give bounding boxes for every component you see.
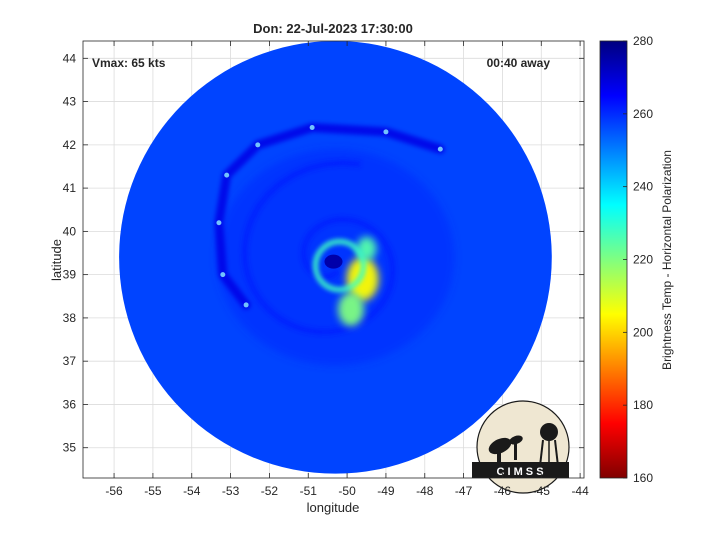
y-tick-label: 43 — [63, 95, 77, 109]
rainband — [214, 123, 445, 310]
colorbar-tick-label: 220 — [633, 253, 653, 267]
vmax-annotation: Vmax: 65 kts — [92, 56, 166, 70]
plot-area: C I M S S -56 -55 -54 -53 -52 -51 -50 -49 -48 -47… — [63, 40, 589, 498]
x-tick-label: -44 — [571, 484, 589, 498]
brightness-temp-swath — [119, 41, 552, 474]
y-tick-label: 36 — [63, 397, 77, 411]
x-tick-label: -48 — [416, 484, 434, 498]
small-dish-icon — [509, 435, 523, 445]
y-tick-label: 37 — [63, 354, 77, 368]
colorbar: 160 180 200 220 240 260 280 Brightness Temp - … — [599, 34, 674, 485]
rainband-point — [243, 302, 249, 308]
y-tick-label: 35 — [63, 441, 77, 455]
storm-eye — [324, 254, 343, 269]
rainband-point — [216, 220, 222, 226]
dish-mount — [497, 448, 501, 462]
eyewall-ring — [312, 238, 367, 293]
rainband-point — [437, 146, 443, 152]
y-tick-label: 39 — [63, 268, 77, 282]
x-tick-label: -49 — [377, 484, 395, 498]
small-dish-mount — [514, 442, 517, 460]
y-axis-label: latitude — [49, 239, 64, 281]
colorbar-tick-label: 280 — [633, 34, 653, 48]
plot-frame — [82, 40, 585, 479]
colorbar-tick-label: 260 — [633, 107, 653, 121]
y-tick-label: 42 — [63, 138, 77, 152]
chart-title: Don: 22-Jul-2023 17:30:00 — [253, 21, 413, 36]
colorbar-ticks: 160 180 200 220 240 260 280 — [623, 34, 653, 485]
rainband-point — [220, 272, 226, 278]
warm-core-blob — [337, 292, 364, 327]
rainband-point — [383, 129, 389, 135]
rainband-point — [224, 172, 230, 178]
tower-leg-right — [554, 439, 559, 467]
y-tick-label: 40 — [63, 224, 77, 238]
time-away-annotation: 00:40 away — [487, 56, 551, 70]
x-tick-label: -47 — [455, 484, 473, 498]
x-tick-label: -51 — [300, 484, 318, 498]
x-tick-label: -53 — [222, 484, 240, 498]
y-tick-label: 41 — [63, 181, 77, 195]
colorbar-tick-label: 160 — [633, 471, 653, 485]
tower-leg-left — [539, 439, 544, 467]
logo-text: C I M S S — [496, 466, 543, 478]
x-tick-label: -46 — [494, 484, 512, 498]
colorbar-label: Brightness Temp - Horizontal Polarizatio… — [660, 150, 674, 370]
colorbar-tick-label: 180 — [633, 398, 653, 412]
x-tick-label: -55 — [144, 484, 162, 498]
x-tick-label: -45 — [533, 484, 551, 498]
rainband-point — [309, 125, 315, 131]
x-axis-label: longitude — [307, 500, 360, 515]
colorbar-tick-label: 240 — [633, 180, 653, 194]
colorbar-gradient — [599, 40, 628, 479]
x-tick-label: -52 — [261, 484, 279, 498]
x-ticks: -56 -55 -54 -53 -52 -51 -50 -49 -48 -47 -46 -45 -44 — [105, 41, 589, 498]
water-tower-tank-icon — [540, 423, 558, 441]
colorbar-tick-label: 200 — [633, 325, 653, 339]
x-tick-label: -50 — [338, 484, 356, 498]
eyewall-spiral — [241, 159, 396, 335]
satellite-dish-icon — [488, 437, 512, 455]
logo-banner — [472, 462, 569, 478]
x-tick-label: -54 — [183, 484, 201, 498]
rainband-point — [255, 142, 261, 148]
cimss-logo: C I M S S — [472, 400, 570, 494]
y-ticks: 35 36 37 38 39 40 41 42 43 44 — [63, 51, 584, 455]
y-tick-label: 44 — [63, 51, 77, 65]
x-tick-label: -56 — [105, 484, 123, 498]
y-tick-label: 38 — [63, 311, 77, 325]
